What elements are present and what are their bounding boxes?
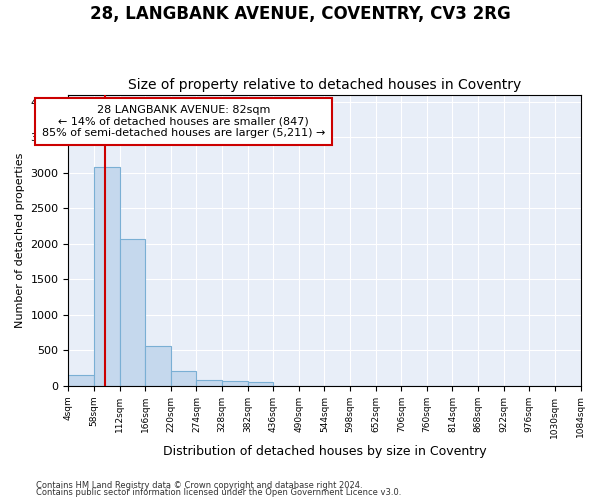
Text: 28 LANGBANK AVENUE: 82sqm
← 14% of detached houses are smaller (847)
85% of semi: 28 LANGBANK AVENUE: 82sqm ← 14% of detac… xyxy=(42,105,325,138)
Bar xyxy=(119,240,145,386)
Bar xyxy=(145,346,171,386)
Bar xyxy=(68,375,94,386)
Title: Size of property relative to detached houses in Coventry: Size of property relative to detached ho… xyxy=(128,78,521,92)
Bar xyxy=(171,371,196,386)
Text: Contains public sector information licensed under the Open Government Licence v3: Contains public sector information licen… xyxy=(36,488,401,497)
Bar xyxy=(196,380,222,386)
Text: Contains HM Land Registry data © Crown copyright and database right 2024.: Contains HM Land Registry data © Crown c… xyxy=(36,480,362,490)
X-axis label: Distribution of detached houses by size in Coventry: Distribution of detached houses by size … xyxy=(163,444,486,458)
Text: 28, LANGBANK AVENUE, COVENTRY, CV3 2RG: 28, LANGBANK AVENUE, COVENTRY, CV3 2RG xyxy=(89,5,511,23)
Y-axis label: Number of detached properties: Number of detached properties xyxy=(15,152,25,328)
Bar xyxy=(248,382,273,386)
Bar xyxy=(222,382,248,386)
Bar xyxy=(94,167,119,386)
